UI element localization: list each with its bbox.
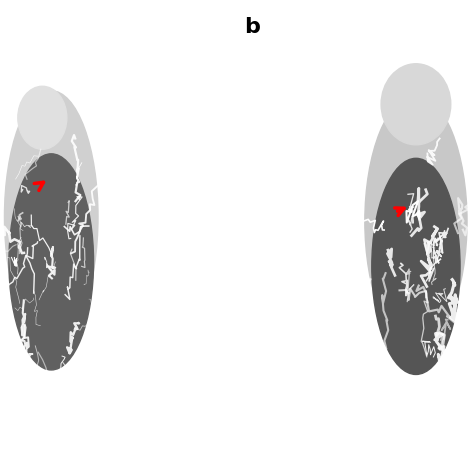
Text: b: b — [244, 17, 260, 36]
Ellipse shape — [9, 154, 93, 370]
Ellipse shape — [372, 158, 460, 374]
Ellipse shape — [381, 64, 451, 145]
Ellipse shape — [4, 91, 98, 343]
Ellipse shape — [18, 86, 67, 149]
Ellipse shape — [365, 95, 467, 347]
